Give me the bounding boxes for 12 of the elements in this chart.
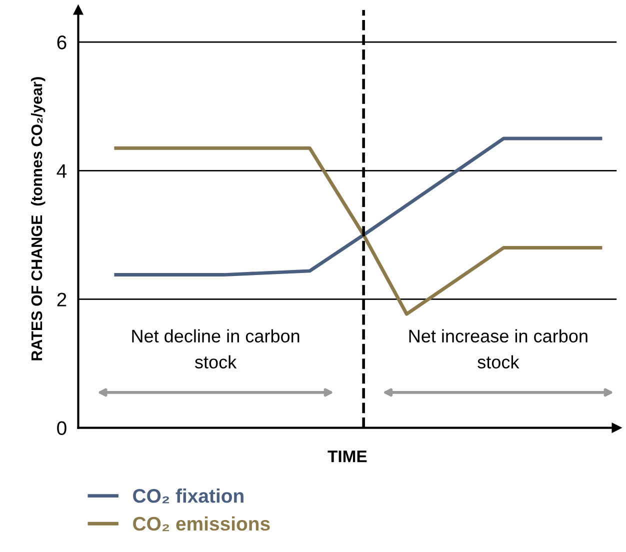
x-axis-title: TIME (328, 450, 367, 462)
line-series (114, 136, 602, 277)
y-tick-label: 4 (56, 164, 67, 178)
legend-label: CO₂ fixation (133, 488, 244, 504)
y-tick-label: 0 (57, 421, 66, 436)
y-tick-label: 2 (57, 292, 66, 306)
line-series (114, 146, 602, 316)
legend-label: CO₂ emissions (133, 516, 270, 532)
y-tick-label: 6 (57, 36, 66, 50)
annotation: Net increase in carbon stock (409, 329, 588, 368)
y-axis-title: RATES OF CHANGE (tonnes CO₂/year) (30, 77, 46, 360)
annotation: Net decline in carbon stock (132, 329, 300, 368)
